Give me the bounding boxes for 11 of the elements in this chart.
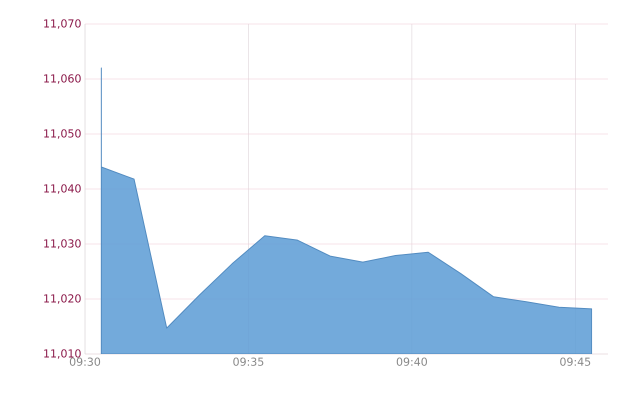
y-tick-label: 11,040 xyxy=(44,184,81,194)
x-tick-label: 09:40 xyxy=(396,358,427,366)
x-tick-label: 09:35 xyxy=(233,358,264,366)
x-tick-label: 09:30 xyxy=(70,358,100,366)
y-tick-label: 11,020 xyxy=(44,294,81,304)
x-tick-label: 09:45 xyxy=(560,358,590,366)
y-tick-label: 11,030 xyxy=(44,239,81,249)
y-tick-label: 11,010 xyxy=(44,349,81,359)
y-tick-label: 11,070 xyxy=(44,19,81,29)
y-tick-label: 11,060 xyxy=(44,74,81,84)
y-tick-label: 11,050 xyxy=(44,129,81,139)
